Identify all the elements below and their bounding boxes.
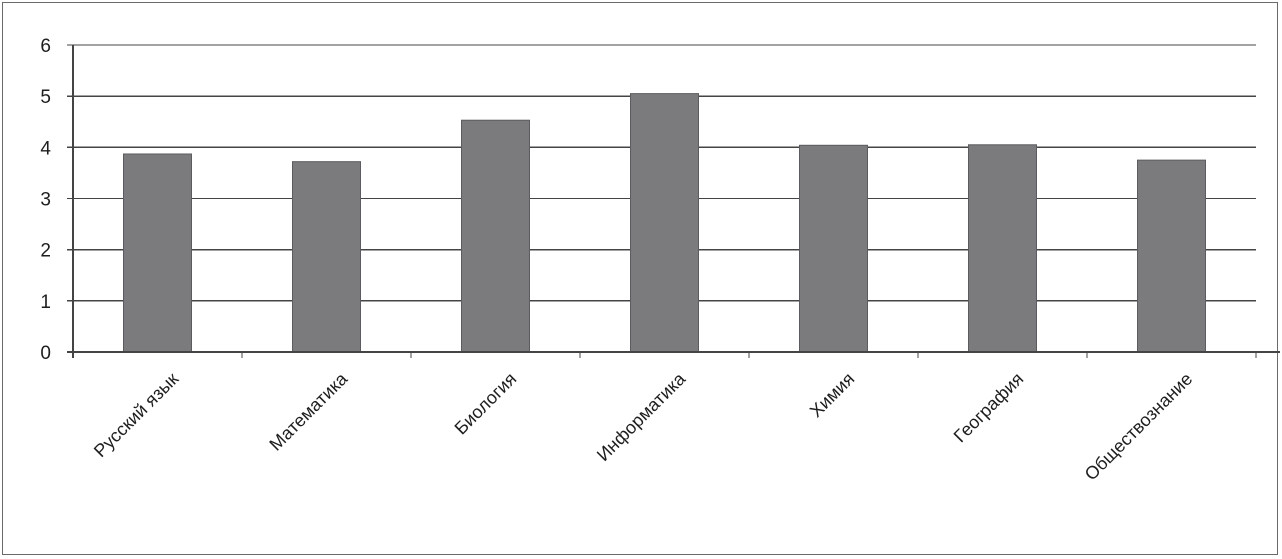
y-tick-label-1: 1 (40, 292, 51, 313)
y-tick-label-0: 0 (40, 343, 51, 364)
y-tick-label-2: 2 (40, 241, 51, 262)
bars (123, 93, 1206, 353)
bar-1 (123, 153, 192, 353)
axes (67, 44, 1280, 358)
x-tick-label-7: Обществознание (1081, 369, 1197, 485)
x-tick-label-3: Биология (451, 369, 521, 439)
y-tick-label-3: 3 (40, 190, 51, 211)
x-tick-labels: Русский язык Математика Биология Информатик… (90, 368, 1196, 484)
x-tick-label-5: Химия (806, 369, 859, 422)
bar-6 (968, 144, 1037, 353)
bar-3 (461, 119, 530, 353)
bar-4 (630, 93, 699, 353)
x-tick-label-4: Информатика (593, 368, 690, 465)
x-tick-label-1: Русский язык (90, 369, 182, 461)
y-tick-label-5: 5 (40, 87, 51, 108)
bar-2 (292, 161, 361, 353)
y-tick-label-6: 6 (40, 36, 51, 57)
y-tick-label-4: 4 (40, 138, 51, 159)
y-tick-labels: 0 1 2 3 4 5 6 (40, 36, 51, 364)
x-tick-label-6: География (950, 369, 1028, 447)
bar-7 (1137, 159, 1206, 353)
bar-5 (799, 144, 868, 353)
x-tick-label-2: Математика (265, 368, 352, 455)
